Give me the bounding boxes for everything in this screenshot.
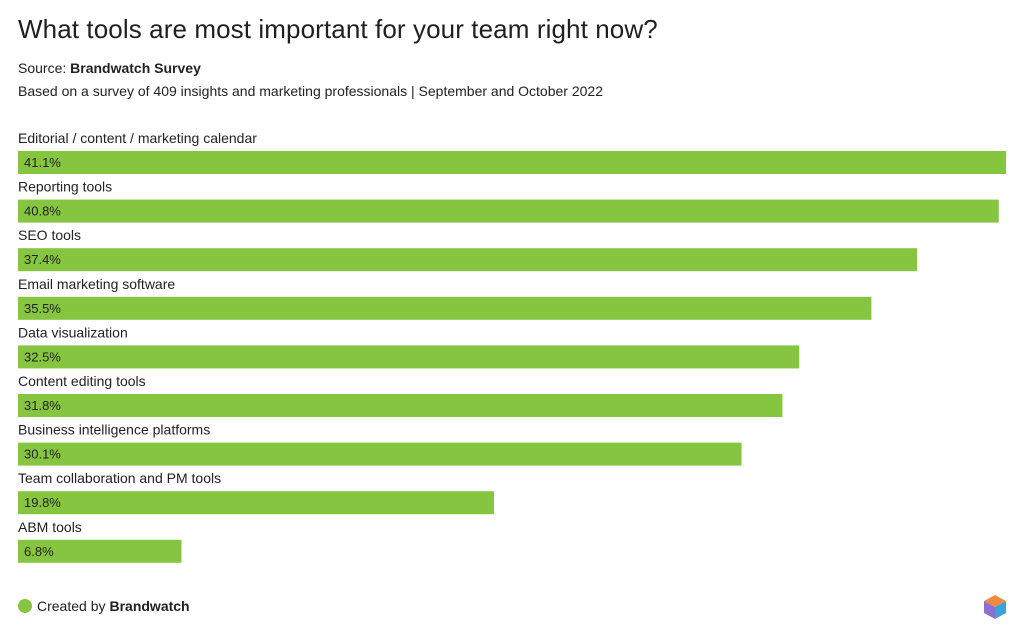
category-label: Business intelligence platforms <box>18 422 210 438</box>
created-by-label: Created by <box>37 598 106 614</box>
footer: Created by Brandwatch <box>18 598 190 614</box>
bar <box>18 248 918 272</box>
bar <box>18 491 494 515</box>
source-name: Brandwatch Survey <box>70 60 201 76</box>
source-prefix: Source: <box>18 60 67 76</box>
value-label: 37.4% <box>24 252 61 267</box>
brand-dot-icon <box>18 599 32 613</box>
bar <box>18 199 999 223</box>
category-label: Team collaboration and PM tools <box>18 470 221 486</box>
value-label: 40.8% <box>24 204 61 219</box>
bar <box>18 539 182 563</box>
category-label: Content editing tools <box>18 373 146 389</box>
bar <box>18 394 783 417</box>
bar <box>18 151 1006 174</box>
created-by-brand: Brandwatch <box>109 598 190 614</box>
value-label: 32.5% <box>24 349 61 364</box>
bar <box>18 296 872 320</box>
chart-title: What tools are most important for your t… <box>18 14 658 44</box>
category-label: SEO tools <box>18 227 81 243</box>
category-label: Reporting tools <box>18 179 112 195</box>
bar <box>18 345 800 369</box>
category-label: Data visualization <box>18 324 128 340</box>
value-label: 41.1% <box>24 155 61 170</box>
category-label: Email marketing software <box>18 276 175 292</box>
chart-subtitle: Based on a survey of 409 insights and ma… <box>18 83 603 99</box>
category-label: Editorial / content / marketing calendar <box>18 130 257 146</box>
value-label: 30.1% <box>24 447 61 462</box>
datawrapper-cube-icon <box>984 595 1006 619</box>
chart-source: Source: Brandwatch Survey <box>18 60 201 76</box>
value-label: 19.8% <box>24 495 61 510</box>
value-label: 31.8% <box>24 398 61 413</box>
category-label: ABM tools <box>18 519 82 535</box>
value-label: 35.5% <box>24 301 61 316</box>
bar <box>18 442 742 466</box>
value-label: 6.8% <box>24 544 54 559</box>
